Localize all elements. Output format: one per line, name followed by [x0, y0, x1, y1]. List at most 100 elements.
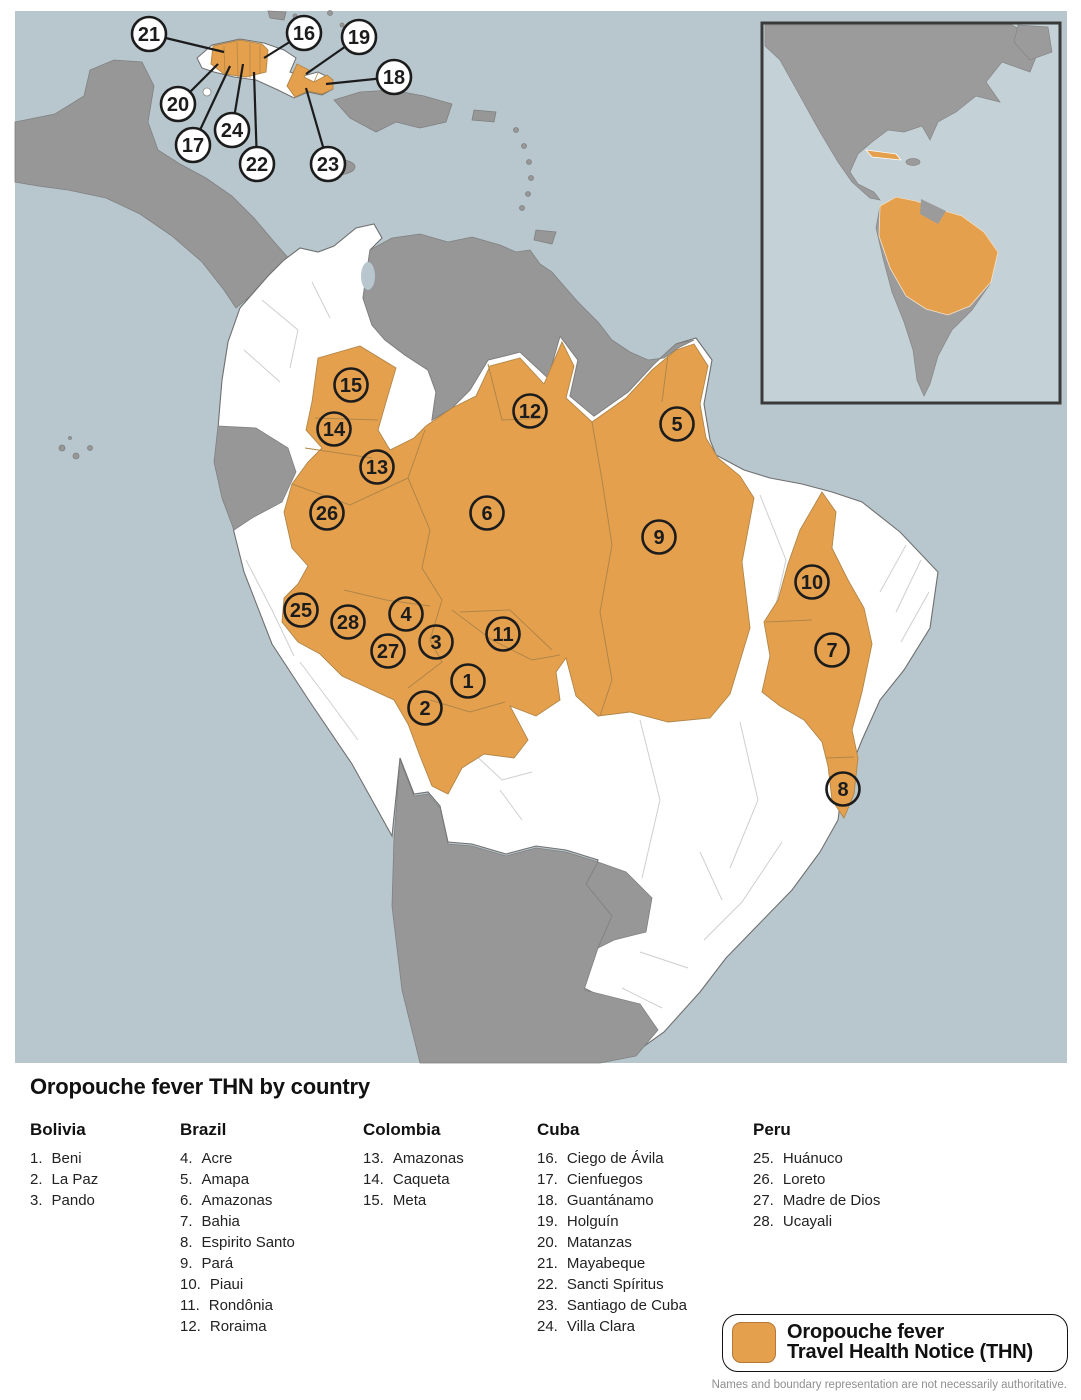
- region-marker-10: 10: [794, 564, 830, 600]
- legend-item-number: 2.: [30, 1171, 43, 1188]
- legend-item: 3. Pando: [30, 1190, 98, 1211]
- legend-item-name: Amazonas: [392, 1150, 464, 1167]
- marker-number: 6: [481, 503, 492, 525]
- legend-item-name: Bahia: [201, 1213, 240, 1230]
- marker-circle: [309, 145, 347, 183]
- marker-number: 4: [400, 604, 412, 626]
- marker-circle: [309, 495, 345, 531]
- legend-item-name: Holguín: [566, 1213, 619, 1230]
- legend-item: 7. Bahia: [180, 1211, 295, 1232]
- inset-north-america: [764, 24, 1043, 201]
- legend-item-number: 3.: [30, 1192, 43, 1209]
- legend-item-number: 27.: [753, 1192, 774, 1209]
- region-marker-12: 12: [512, 393, 548, 429]
- legend-item-number: 20.: [537, 1234, 558, 1251]
- state-borders: [243, 281, 930, 1009]
- marker-circle: [388, 596, 424, 632]
- region-marker-23: 23: [309, 145, 347, 183]
- legend-item-number: 11.: [180, 1297, 200, 1314]
- legend-item-name: Amapa: [201, 1171, 250, 1188]
- marker-number: 23: [317, 154, 339, 176]
- region-marker-5: 5: [659, 406, 695, 442]
- legend-item-name: Piaui: [209, 1276, 244, 1293]
- cuba-island: [196, 38, 334, 99]
- marker-number: 24: [221, 120, 244, 142]
- legend-country-header: Colombia: [363, 1120, 441, 1139]
- gray-landmasses: [14, 10, 557, 460]
- legend-item-name: Ciego de Ávila: [566, 1150, 664, 1167]
- marker-number: 1: [462, 671, 473, 693]
- marker-circle: [814, 632, 850, 668]
- marker-circle: [825, 771, 861, 807]
- legend-item-number: 16.: [537, 1150, 558, 1167]
- marker-circle: [213, 111, 251, 149]
- thn-internal-borders: [291, 354, 855, 759]
- legend-country-header: Peru: [753, 1120, 791, 1139]
- legend-item: 18. Guantánamo: [537, 1190, 687, 1211]
- legend-item-name: Caqueta: [392, 1171, 450, 1188]
- marker-number: 11: [492, 624, 513, 646]
- region-marker-6: 6: [469, 495, 505, 531]
- region-marker-16: 16: [285, 14, 323, 52]
- marker-circle: [469, 495, 505, 531]
- legend-item: 25. Huánuco: [753, 1148, 880, 1169]
- marker-circle: [238, 145, 276, 183]
- marker-circle: [285, 14, 323, 52]
- venezuela-guyanas: [362, 233, 695, 421]
- region-marker-14: 14: [316, 411, 352, 447]
- region-marker-25: 25: [283, 592, 319, 628]
- marker-circle: [359, 449, 395, 485]
- legend-item-name: Matanzas: [566, 1234, 632, 1251]
- region-marker-8: 8: [825, 771, 861, 807]
- marker-number: 8: [837, 779, 848, 801]
- disclaimer: Names and boundary representation are no…: [711, 1379, 1067, 1391]
- legend-item-name: Amazonas: [201, 1192, 273, 1209]
- region-marker-26: 26: [309, 495, 345, 531]
- legend-item: 6. Amazonas: [180, 1190, 295, 1211]
- legend-item-number: 25.: [753, 1150, 774, 1167]
- legend-item: 27. Madre de Dios: [753, 1190, 880, 1211]
- cuba-thn-east: [286, 63, 334, 98]
- legend-item-number: 14.: [363, 1171, 384, 1188]
- marker-number: 17: [182, 135, 204, 157]
- marker-circle: [316, 411, 352, 447]
- legend-item-number: 13.: [363, 1150, 384, 1167]
- legend-item: 10. Piaui: [180, 1274, 295, 1295]
- legend-country-header: Bolivia: [30, 1120, 86, 1139]
- marker-number: 28: [337, 612, 359, 634]
- legend-item-number: 19.: [537, 1213, 558, 1230]
- paraguay: [585, 861, 653, 949]
- legend-item-name: Pando: [51, 1192, 95, 1209]
- marker-circle: [407, 690, 443, 726]
- legend-item: 17. Cienfuegos: [537, 1169, 687, 1190]
- region-marker-1: 1: [450, 663, 486, 699]
- marker-circle: [330, 604, 366, 640]
- marker-circle: [333, 367, 369, 403]
- legend-item: 19. Holguín: [537, 1211, 687, 1232]
- marker-circle: [174, 126, 212, 164]
- legend-item-name: Villa Clara: [566, 1318, 635, 1335]
- legend-item: 22. Sancti Spíritus: [537, 1274, 687, 1295]
- legend-item: 2. La Paz: [30, 1169, 98, 1190]
- region-marker-15: 15: [333, 367, 369, 403]
- legend-item: 15. Meta: [363, 1190, 464, 1211]
- legend-item-number: 18.: [537, 1192, 558, 1209]
- marker-circle: [130, 15, 168, 53]
- region-marker-19: 19: [340, 18, 378, 56]
- region-marker-21: 21: [130, 15, 168, 53]
- legend-item-name: Sancti Spíritus: [566, 1276, 664, 1293]
- legend-item-number: 28.: [753, 1213, 774, 1230]
- legend-title: Oropouche fever THN by country: [30, 1074, 370, 1099]
- legend-item-number: 22.: [537, 1276, 558, 1293]
- marker-number: 26: [316, 503, 338, 525]
- legend-item: 5. Amapa: [180, 1169, 295, 1190]
- key-box: Oropouche fever Travel Health Notice (TH…: [722, 1314, 1068, 1372]
- marker-number: 20: [167, 94, 189, 116]
- legend-item-number: 4.: [180, 1150, 193, 1167]
- region-marker-7: 7: [814, 632, 850, 668]
- legend-item-name: Santiago de Cuba: [566, 1297, 687, 1314]
- legend-item-number: 15.: [363, 1192, 384, 1209]
- region-marker-4: 4: [388, 596, 424, 632]
